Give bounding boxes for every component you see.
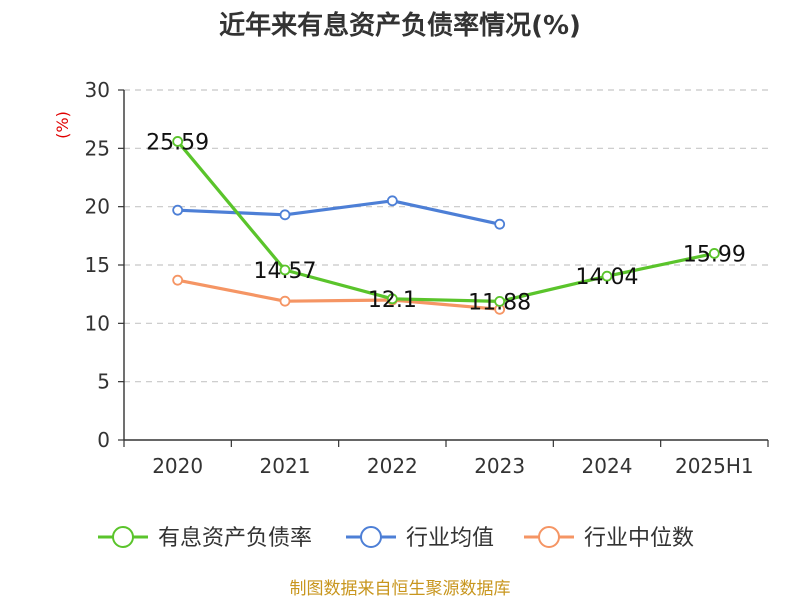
legend-label: 行业均值 [406,526,494,551]
y-tick-label: 20 [85,195,110,219]
data-label: 12.1 [368,288,417,313]
x-tick-label: 2025H1 [675,454,754,478]
legend-marker [538,526,560,548]
data-point [386,195,398,207]
source-note: 制图数据来自恒生聚源数据库 [290,579,511,599]
legend: 有息资产负债率 行业均值 行业中位数 [98,526,694,551]
data-point [279,264,291,276]
axes: 0 5 10 15 20 25 30 2020 2021 2022 2023 2024 2025H1 [85,78,769,478]
data-point [172,274,184,286]
legend-label: 有息资产负债率 [158,526,312,551]
y-tick-label: 25 [85,136,110,160]
series-line [177,278,500,311]
y-axis-label: (%) [53,111,72,139]
legend-marker [112,526,134,548]
data-point [279,209,291,221]
data-label: 14.04 [576,265,639,290]
x-tick-label: 2024 [582,454,633,478]
data-label: 15.99 [683,242,746,267]
series-line [176,140,715,303]
x-tick-label: 2021 [260,454,311,478]
data-point [386,293,398,305]
chart-title: 近年来有息资产负债率情况(%) [219,10,581,41]
x-tick-label: 2020 [152,454,203,478]
data-labels: 25.59 14.57 12.1 11.88 14.04 15.99 [146,130,746,315]
data-point [279,295,291,307]
legend-label: 行业中位数 [584,526,694,551]
y-tick-label: 15 [85,253,110,277]
data-point [172,136,184,147]
data-point [494,218,506,230]
y-tick-label: 5 [97,370,110,394]
y-tick-label: 0 [97,428,110,452]
data-point [601,270,613,282]
data-label: 25.59 [146,130,209,155]
y-tick-label: 10 [85,311,110,335]
x-tick-label: 2023 [474,454,525,478]
data-point [708,248,720,259]
y-tick-label: 30 [85,78,110,102]
data-point [494,295,506,307]
data-label: 11.88 [468,290,531,315]
series-group [172,136,720,315]
grid [124,89,768,383]
series-line [177,199,501,226]
legend-marker [360,526,382,548]
data-label: 14.57 [254,259,317,284]
data-point [172,204,184,216]
x-tick-label: 2022 [367,454,418,478]
